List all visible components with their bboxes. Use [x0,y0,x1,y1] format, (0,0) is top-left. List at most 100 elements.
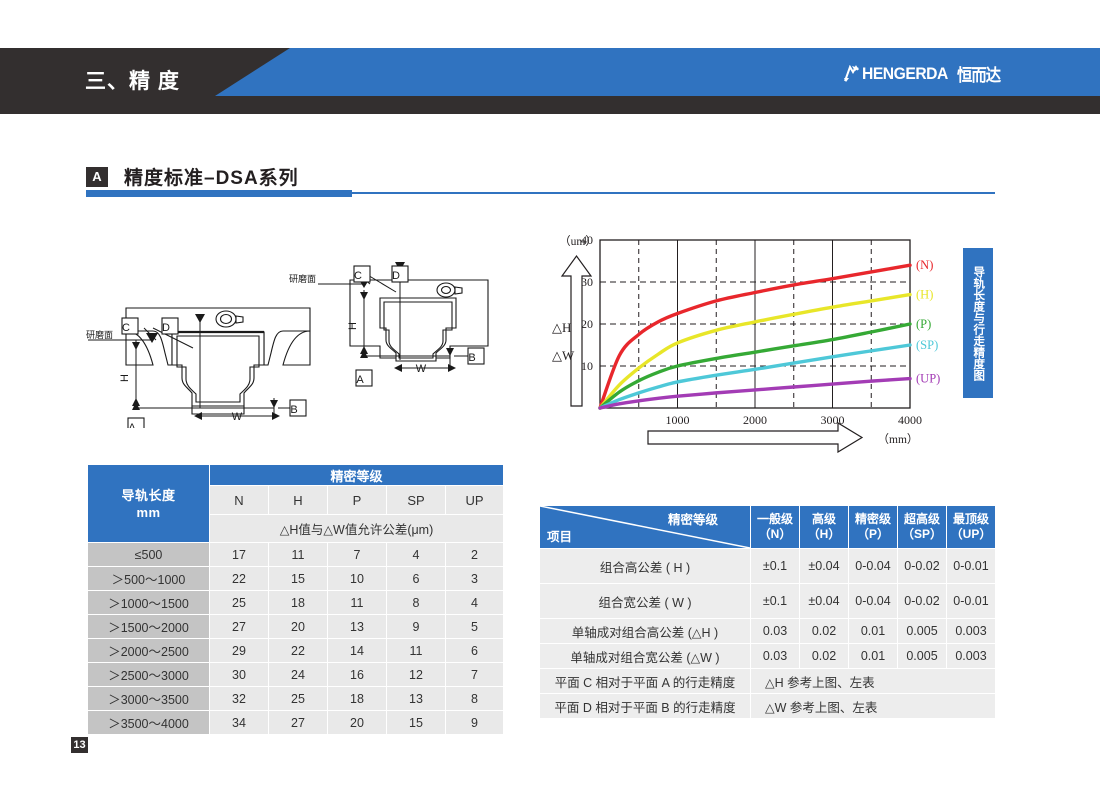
table-row: 平面 D 相对于平面 B 的行走精度 △W 参考上图、左表 [539,693,996,719]
spec-value: 0.01 [848,643,898,669]
chart-legend-p: (P) [916,317,931,331]
table-row: 单轴成对组合高公差 (△H ) 0.03 0.02 0.01 0.005 0.003 [539,618,996,644]
rail-length-range: ＞500～1000 [87,566,210,591]
dim-w-left: W [232,411,243,423]
spec-value: 0.03 [750,618,800,644]
rail-length-range: ＞1000～1500 [87,590,210,615]
table-row: 组合高公差 ( H ) ±0.1 ±0.04 0-0.04 0-0.02 0-0.01 [539,548,996,584]
spec-value: 0.005 [897,618,947,644]
spec-item-label: 单轴成对组合宽公差 (△W ) [539,643,751,669]
tolerance-value: 7 [444,662,505,687]
chart-x-unit: （mm） [878,433,919,446]
tolerance-value: 11 [268,542,328,567]
chart-series-up [598,376,912,410]
grade-col-h: H [268,485,328,515]
rail-length-range: ≤500 [87,542,210,567]
corner-item-label: 项目 [547,530,573,544]
ground-surface-label-right: 研磨面 [289,274,316,284]
tolerance-value: 17 [209,542,269,567]
tolerance-value: 15 [386,710,446,735]
chart-xtick-label: 1000 [666,413,690,427]
chart-delta-h-label: △H [552,320,571,335]
table-header-row: 精密等级 项目 一般级 （N） 高级 （H） 精密级 （P） 超高级 （SP） 最顶级 （UP） [539,505,996,549]
table-row: 平面 C 相对于平面 A 的行走精度 △H 参考上图、左表 [539,668,996,694]
table-tolerance-note-row: △H值与△W值允许公差(μm) [88,514,505,543]
datum-box-c-right: C [354,270,362,282]
tolerance-value: 20 [327,710,387,735]
rail-length-range: ＞3000～3500 [87,686,210,711]
chart-legend-n: (N) [916,258,933,272]
spec-value: ±0.1 [750,548,800,584]
tolerance-value: 8 [444,686,505,711]
tolerance-value: 7 [327,542,387,567]
rail-length-range: ＞2000～2500 [87,638,210,663]
chart-delta-w-label: △W [552,348,575,363]
spec-item-label: 组合宽公差 ( W ) [539,583,751,619]
tolerance-note: △H值与△W值允许公差(μm) [208,514,505,543]
tolerance-value: 24 [268,662,328,687]
tolerance-table-left: 导轨长度 mm 精密等级 N H P SP UP △H值与△W值允许公差(μm) ≤50… [87,464,505,735]
datum-box-a-left: A [128,422,136,428]
section-heading: A 精度标准–DSA系列 [86,163,299,190]
tolerance-value: 25 [268,686,328,711]
rail-length-range: ＞2500～3000 [87,662,210,687]
spec-value: 0-0.01 [946,548,996,584]
grade-column-header: 高级 （H） [799,505,849,549]
grade-col-sp: SP [386,485,446,515]
tolerance-value: 16 [327,662,387,687]
datum-box-b-right: B [468,352,475,364]
tolerance-value: 10 [327,566,387,591]
spec-item-label: 平面 D 相对于平面 B 的行走精度 [539,693,751,719]
spec-value: 0.005 [897,643,947,669]
tolerance-value: 34 [209,710,269,735]
grade-col-p: P [327,485,387,515]
grade-col-up: UP [444,485,505,515]
header-blue-band [215,48,1100,96]
tolerance-value: 2 [444,542,505,567]
dim-h-right: H [347,322,359,330]
datum-box-c-left: C [122,322,130,334]
chart-legend-sp: (SP) [916,338,938,352]
table-row: 单轴成对组合宽公差 (△W ) 0.03 0.02 0.01 0.005 0.003 [539,643,996,669]
chart-series-n [598,263,912,410]
spec-value: 0.02 [799,643,849,669]
spec-value: ±0.04 [799,583,849,619]
table-row: ≤500 17 11 7 4 2 [87,542,505,567]
tolerance-value: 22 [268,638,328,663]
tolerance-value: 15 [268,566,328,591]
spec-value: 0-0.02 [897,583,947,619]
rail-length-range: ＞3500～4000 [87,710,210,735]
chart-sidebar-label: 导轨长度与行走精度图 [963,248,993,398]
spec-item-label: 单轴成对组合高公差 (△H ) [539,618,751,644]
grade-column-header: 最顶级 （UP） [946,505,996,549]
tolerance-value: 3 [444,566,505,591]
spec-value: 0.003 [946,643,996,669]
tolerance-value: 30 [209,662,269,687]
ground-surface-label-left: 研磨面 [86,330,113,340]
spec-value: 0-0.04 [848,548,898,584]
brand-mark-icon [843,64,860,83]
tolerance-value: 5 [444,614,505,639]
datum-box-d-right: D [392,270,400,282]
grade-column-header: 超高级 （SP） [897,505,947,549]
tolerance-value: 27 [209,614,269,639]
tolerance-value: 11 [327,590,387,615]
chart-ytick-label: 30 [581,275,593,289]
spec-value: 0.02 [799,618,849,644]
y-axis-arrow-icon [560,254,593,407]
datum-box-b-left: B [290,404,297,416]
brand-logo: HENGERDA 恒而达 [843,61,1005,86]
chart-series-sp [598,343,912,410]
corner-header-cell: 精密等级 项目 [539,505,751,549]
corner-diagonal-line [540,506,750,548]
table-row: ＞3500～4000 34 27 20 15 9 [87,710,505,735]
brand-latin-text: HENGERDA [861,63,948,83]
tolerance-value: 22 [209,566,269,591]
chart-ytick-label: 10 [581,359,593,373]
table-grade-row: N H P SP UP [88,485,505,515]
tolerance-value: 12 [386,662,446,687]
precision-chart: 1000 2000 3000 4000 10 20 30 40 (N) (H) (P) (SP) (U… [538,228,958,453]
chart-ytick-label: 40 [581,233,593,247]
section-rule-thick [86,190,352,197]
tolerance-value: 13 [386,686,446,711]
